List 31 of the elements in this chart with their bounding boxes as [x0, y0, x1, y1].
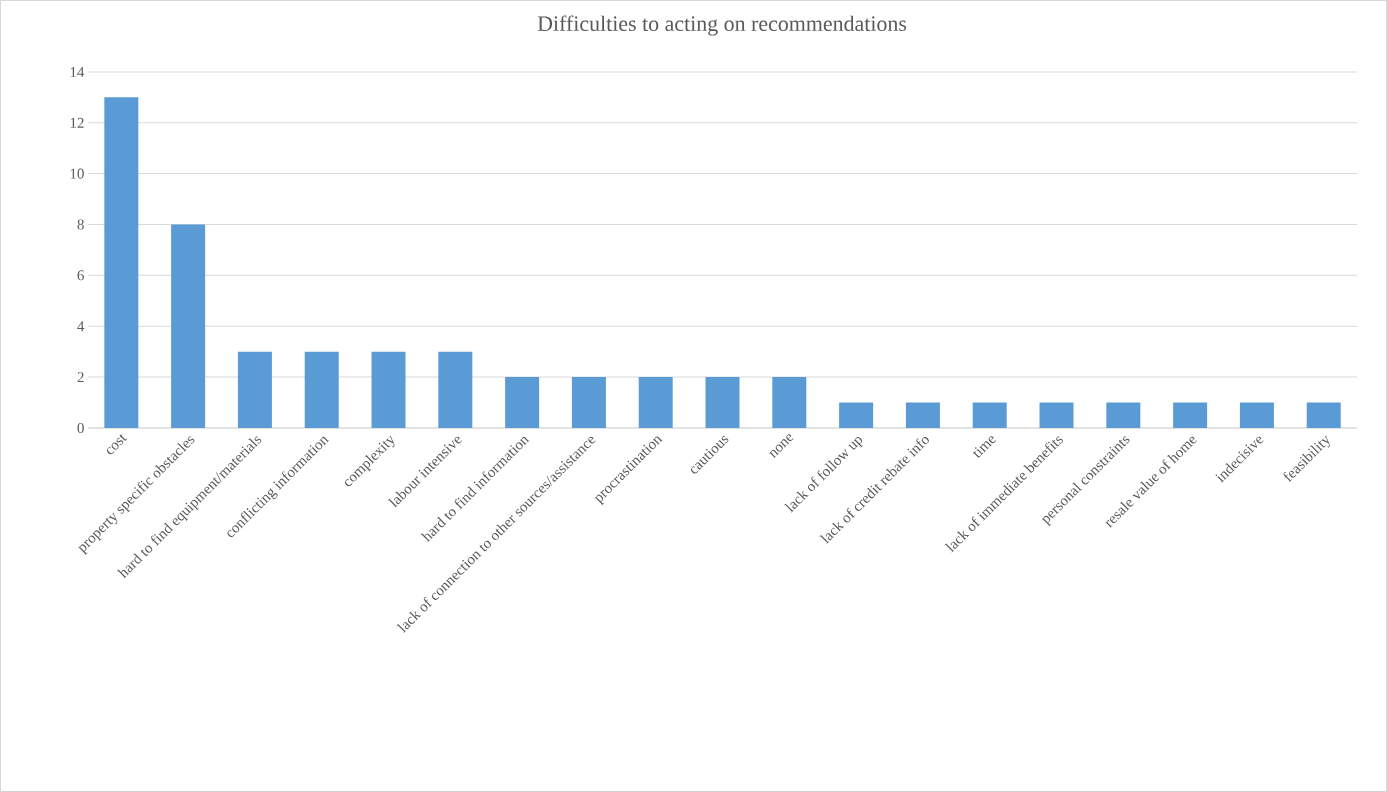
bar [1106, 402, 1141, 428]
chart-title: Difficulties to acting on recommendations [537, 15, 907, 36]
x-tick-label: cost [106, 434, 128, 455]
bar [1239, 402, 1274, 428]
bar [171, 224, 206, 428]
bar [304, 351, 339, 428]
bar [1306, 402, 1341, 428]
bar [371, 351, 406, 428]
y-tick-label: 4 [77, 321, 85, 332]
bar [1173, 402, 1208, 428]
y-tick-label: 6 [77, 270, 84, 281]
x-tick-label: none [769, 434, 794, 459]
y-tick-label: 8 [77, 219, 84, 230]
bar [839, 402, 874, 428]
bar [104, 97, 139, 428]
bar [571, 377, 606, 428]
x-tick-label: time [973, 436, 996, 458]
y-tick-label: 0 [77, 422, 84, 434]
y-tick-label: 14 [70, 67, 85, 77]
bar [972, 402, 1007, 428]
y-tick-label: 10 [70, 168, 84, 179]
bar [705, 377, 740, 428]
bar [638, 377, 673, 428]
bar [237, 351, 272, 428]
y-tick-label: 12 [70, 117, 84, 128]
bar [1039, 402, 1074, 428]
bar [438, 351, 473, 428]
bar [905, 402, 940, 428]
y-tick-label: 2 [77, 372, 84, 383]
bar [772, 377, 807, 428]
bar [505, 377, 540, 428]
